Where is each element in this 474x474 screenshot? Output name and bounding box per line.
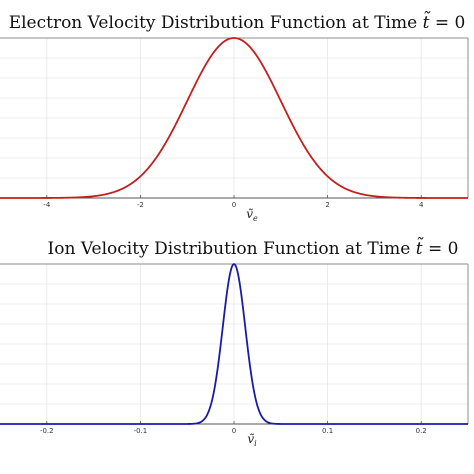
ion-x-tick-label: 0.2: [416, 427, 427, 435]
electron-x-tick-label: -4: [43, 201, 51, 209]
ion-x-tick-label: -0.2: [40, 427, 54, 435]
electron-distribution-curve: [0, 37, 468, 199]
electron-x-tick-label: 2: [325, 201, 329, 209]
electron-plot-area: -4 -2 0 2 4: [0, 37, 469, 209]
electron-x-axis-label: ṽe: [246, 207, 258, 223]
ion-plot-area: -0.2 -0.1 0 0.1 0.2: [0, 262, 469, 435]
ion-chart-title: Ion Velocity Distribution Function at Ti…: [48, 237, 459, 259]
electron-chart-title: Electron Velocity Distribution Function …: [9, 11, 466, 33]
electron-x-tick-label: -2: [137, 201, 144, 209]
ion-chart: Ion Velocity Distribution Function at Ti…: [0, 237, 469, 448]
electron-x-tick-label: 4: [419, 201, 424, 209]
electron-chart: Electron Velocity Distribution Function …: [0, 11, 469, 223]
ion-x-axis-label: ṽi: [247, 432, 257, 448]
ion-distribution-curve: [0, 262, 468, 425]
ion-x-tick-label: 0.1: [322, 427, 333, 435]
electron-x-tick-label: 0: [232, 201, 236, 209]
ion-x-tick-label: -0.1: [134, 427, 148, 435]
ion-x-tick-label: 0: [232, 427, 236, 435]
